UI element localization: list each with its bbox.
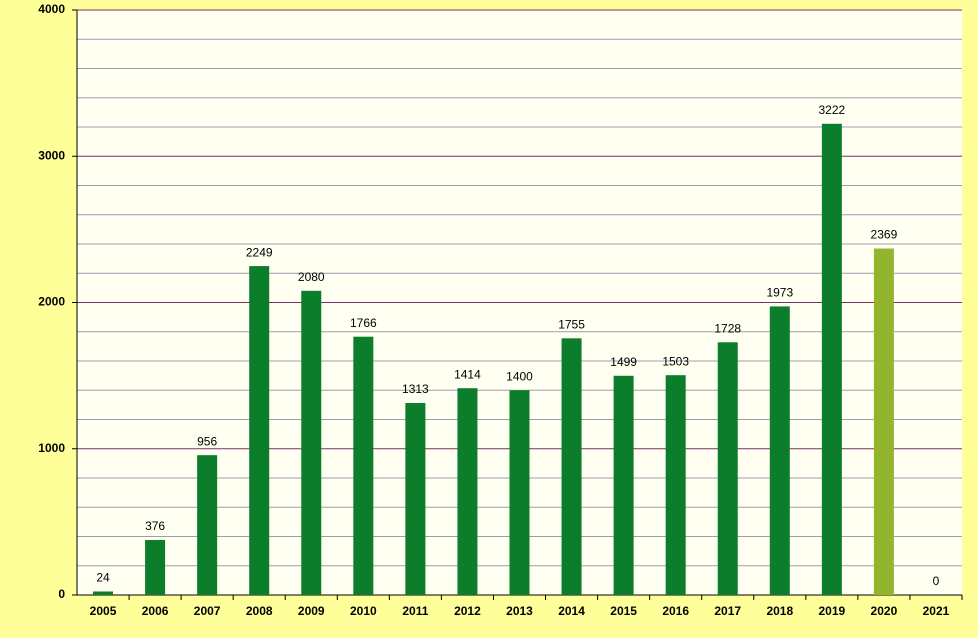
- bar: [509, 390, 530, 595]
- x-tick-label: 2012: [454, 604, 481, 618]
- bar: [353, 336, 374, 595]
- x-tick-label: 2013: [506, 604, 533, 618]
- bar: [93, 591, 114, 595]
- bar: [249, 266, 270, 595]
- value-label: 1503: [662, 354, 689, 368]
- y-tick-label: 0: [58, 587, 65, 601]
- x-tick-label: 2005: [90, 604, 117, 618]
- x-tick-label: 2021: [923, 604, 950, 618]
- value-label: 2080: [298, 270, 325, 284]
- value-label: 0: [933, 574, 940, 588]
- x-tick-label: 2016: [662, 604, 689, 618]
- value-label: 3222: [819, 103, 846, 117]
- bar: [769, 306, 790, 595]
- value-label: 1414: [454, 367, 481, 381]
- bar: [405, 402, 426, 595]
- value-label: 1766: [350, 316, 377, 330]
- bar: [197, 455, 218, 595]
- x-tick-label: 2009: [298, 604, 325, 618]
- x-tick-label: 2015: [610, 604, 637, 618]
- bar: [821, 123, 842, 595]
- y-tick-label: 4000: [38, 2, 65, 16]
- value-label: 376: [145, 519, 165, 533]
- bar: [457, 388, 478, 595]
- bar: [301, 290, 322, 595]
- y-tick-label: 1000: [38, 441, 65, 455]
- x-tick-label: 2014: [558, 604, 585, 618]
- bar: [665, 375, 686, 595]
- bar: [145, 540, 166, 595]
- value-label: 956: [197, 434, 217, 448]
- value-label: 1755: [558, 318, 585, 332]
- x-tick-label: 2010: [350, 604, 377, 618]
- x-tick-label: 2018: [766, 604, 793, 618]
- value-label: 1973: [766, 286, 793, 300]
- x-tick-label: 2011: [402, 604, 428, 618]
- y-tick-label: 3000: [38, 148, 65, 162]
- value-label: 2369: [871, 228, 898, 242]
- value-label: 1400: [506, 369, 533, 383]
- value-label: 1313: [402, 382, 429, 396]
- x-tick-label: 2006: [142, 604, 169, 618]
- x-tick-label: 2007: [194, 604, 221, 618]
- value-label: 1728: [714, 321, 741, 335]
- bar: [873, 248, 894, 595]
- x-tick-label: 2008: [246, 604, 273, 618]
- y-tick-label: 2000: [38, 295, 65, 309]
- x-tick-label: 2017: [714, 604, 741, 618]
- bar: [613, 375, 634, 595]
- value-label: 1499: [610, 355, 637, 369]
- bar: [561, 338, 582, 595]
- bar: [717, 342, 738, 595]
- value-label: 24: [96, 571, 110, 585]
- value-label: 2249: [246, 245, 273, 259]
- x-tick-label: 2019: [819, 604, 846, 618]
- x-tick-label: 2020: [871, 604, 898, 618]
